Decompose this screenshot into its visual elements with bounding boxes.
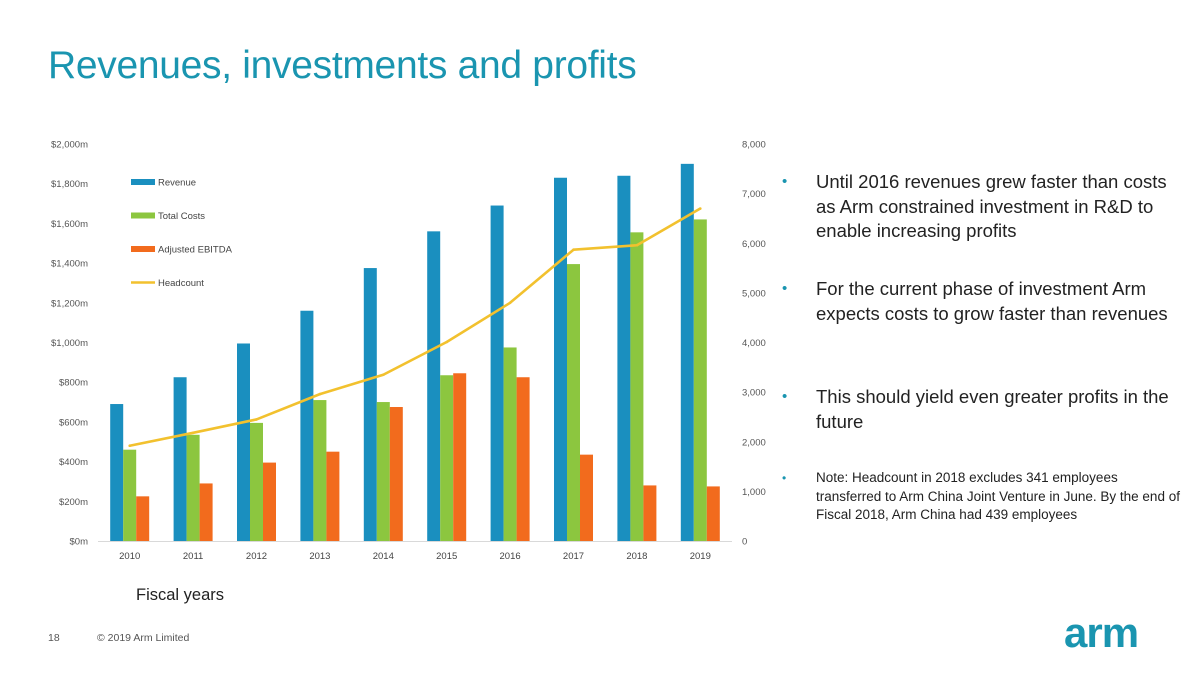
left-axis-tick-label: $2,000m [51, 140, 88, 151]
right-axis-tick-label: 0 [742, 537, 747, 548]
revenue-bar [490, 205, 504, 541]
total-costs-bar [186, 434, 200, 541]
bullet-text: This should yield even greater profits i… [816, 386, 1169, 432]
right-axis-tick-label: 6,000 [742, 239, 766, 250]
revenue-bar [617, 175, 631, 541]
total-costs-bar [693, 219, 707, 541]
total-costs-bar [250, 422, 263, 541]
x-tick-label: 2014 [373, 551, 394, 562]
revenue-bar [173, 377, 187, 541]
legend-total-costs-label: Total Costs [158, 211, 205, 222]
total-costs-bar [376, 402, 390, 541]
left-axis-tick-label: $1,400m [51, 259, 88, 270]
bullet-dot-icon: • [782, 388, 788, 405]
left-axis-tick-label: $1,200m [51, 298, 88, 309]
headcount-line [129, 207, 701, 447]
ebitda-bar [643, 485, 657, 541]
headcount-point [128, 444, 131, 448]
arm-logo: arm [1064, 609, 1139, 656]
right-axis-tick-label: 7,000 [742, 189, 766, 200]
ebitda-bar [199, 483, 213, 541]
revenue-bar [300, 310, 314, 541]
total-costs-bar [630, 232, 644, 541]
bullet-dot-icon: • [782, 173, 788, 190]
headcount-point [445, 340, 449, 344]
headcount-point [699, 207, 702, 210]
revenue-bar [680, 163, 694, 541]
bullet-item: • This should yield even greater profits… [782, 385, 1182, 434]
right-axis-tick-label: 4,000 [742, 338, 766, 349]
copyright: © 2019 Arm Limited [97, 632, 190, 644]
legend-headcount-label: Headcount [158, 278, 204, 289]
left-axis-tick-label: $1,600m [51, 219, 88, 230]
x-tick-label: 2013 [309, 551, 330, 562]
ebitda-bar [136, 496, 150, 541]
left-axis-tick-label: $0m [70, 537, 89, 548]
x-tick-label: 2017 [563, 551, 584, 562]
ebitda-bar [453, 373, 467, 541]
headcount-point [255, 418, 258, 421]
total-costs-bar [440, 375, 454, 541]
total-costs-bar [503, 347, 517, 541]
x-tick-label: 2018 [626, 551, 647, 562]
headcount-point [572, 248, 575, 252]
headcount-point [635, 243, 639, 247]
bullet-text: Note: Headcount in 2018 excludes 341 emp… [816, 470, 1180, 522]
total-costs-bar [567, 264, 580, 541]
headcount-point [318, 392, 322, 396]
right-axis-tick-label: 8,000 [742, 140, 766, 151]
headcount-point [191, 431, 195, 435]
left-axis-tick-label: $1,800m [51, 179, 88, 190]
left-axis-tick-label: $600m [59, 417, 88, 428]
bullet-dot-icon: • [782, 471, 787, 485]
x-tick-label: 2012 [246, 551, 267, 562]
legend-revenue-swatch [131, 179, 155, 185]
x-tick-label: 2010 [119, 551, 140, 562]
left-axis-tick-label: $1,000m [51, 338, 88, 349]
ebitda-bar [326, 451, 340, 541]
total-costs-bar [123, 449, 137, 541]
revenue-bar [554, 177, 567, 541]
left-axis-tick-label: $200m [59, 497, 88, 508]
headcount-point [382, 373, 385, 377]
bullet-item: • Note: Headcount in 2018 excludes 341 e… [782, 469, 1182, 525]
x-tick-label: 2016 [500, 551, 521, 562]
right-axis-tick-label: 5,000 [742, 288, 766, 299]
bullet-item: • Until 2016 revenues grew faster than c… [782, 170, 1182, 244]
right-axis-tick-label: 3,000 [742, 388, 766, 399]
left-axis-tick-label: $800m [59, 378, 88, 389]
ebitda-bar [516, 377, 530, 541]
legend-total-costs-swatch [131, 212, 155, 219]
page-number: 18 [48, 632, 60, 644]
revenue-bar [237, 343, 250, 541]
x-tick-label: 2015 [436, 551, 457, 562]
right-axis-tick-label: 2,000 [742, 437, 766, 448]
left-axis-tick-label: $400m [59, 457, 88, 468]
right-axis-tick-label: 1,000 [742, 487, 766, 498]
bullet-dot-icon: • [782, 280, 788, 297]
bullet-text: For the current phase of investment Arm … [816, 278, 1168, 324]
total-costs-bar [313, 400, 327, 541]
ebitda-bar [263, 462, 276, 541]
x-tick-label: 2011 [183, 551, 203, 562]
ebitda-bar [389, 407, 403, 541]
ebitda-bar [580, 454, 593, 541]
legend-ebitda-swatch [131, 246, 155, 252]
x-tick-label: 2019 [690, 551, 711, 562]
x-axis-caption: Fiscal years [136, 586, 225, 604]
bullet-text: Until 2016 revenues grew faster than cos… [816, 171, 1167, 241]
revenue-bar [427, 231, 441, 541]
revenue-bar [363, 268, 377, 541]
legend-revenue-label: Revenue [158, 178, 196, 189]
legend-ebitda-label: Adjusted EBITDA [158, 245, 233, 256]
page-title: Revenues, investments and profits [48, 44, 637, 87]
bullet-item: • For the current phase of investment Ar… [782, 277, 1182, 326]
ebitda-bar [706, 486, 720, 541]
revenue-bar [110, 404, 124, 541]
headcount-point [508, 301, 512, 305]
